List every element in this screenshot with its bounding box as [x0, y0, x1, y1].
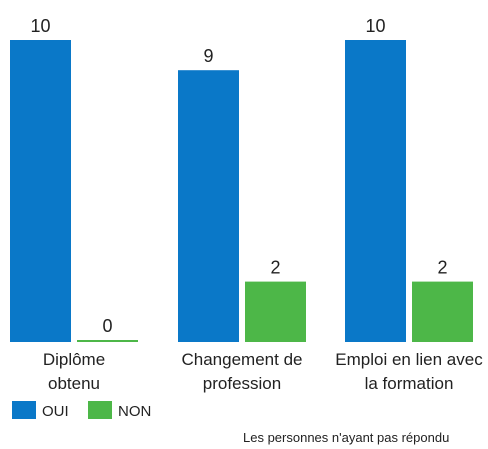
value-label: 2 [270, 258, 280, 278]
bar [178, 70, 239, 342]
category-label: Changement de profession [181, 350, 303, 393]
bar [77, 340, 138, 342]
footnote: Les personnes n'ayant pas répondu [243, 430, 449, 445]
legend-swatch [88, 401, 112, 419]
value-label: 10 [365, 16, 385, 36]
bar [10, 40, 71, 342]
bar [245, 281, 306, 342]
value-label: 9 [203, 46, 213, 66]
category-label: Diplôme obtenu [42, 350, 106, 393]
bar [412, 281, 473, 342]
value-label: 2 [437, 258, 447, 278]
value-label: 10 [30, 16, 50, 36]
category-label: Emploi en lien avec la formation [335, 350, 483, 393]
value-label: 0 [102, 316, 112, 336]
legend-swatch [12, 401, 36, 419]
legend-label: OUI [42, 403, 69, 420]
bar [345, 40, 406, 342]
legend-label: NON [118, 403, 151, 420]
